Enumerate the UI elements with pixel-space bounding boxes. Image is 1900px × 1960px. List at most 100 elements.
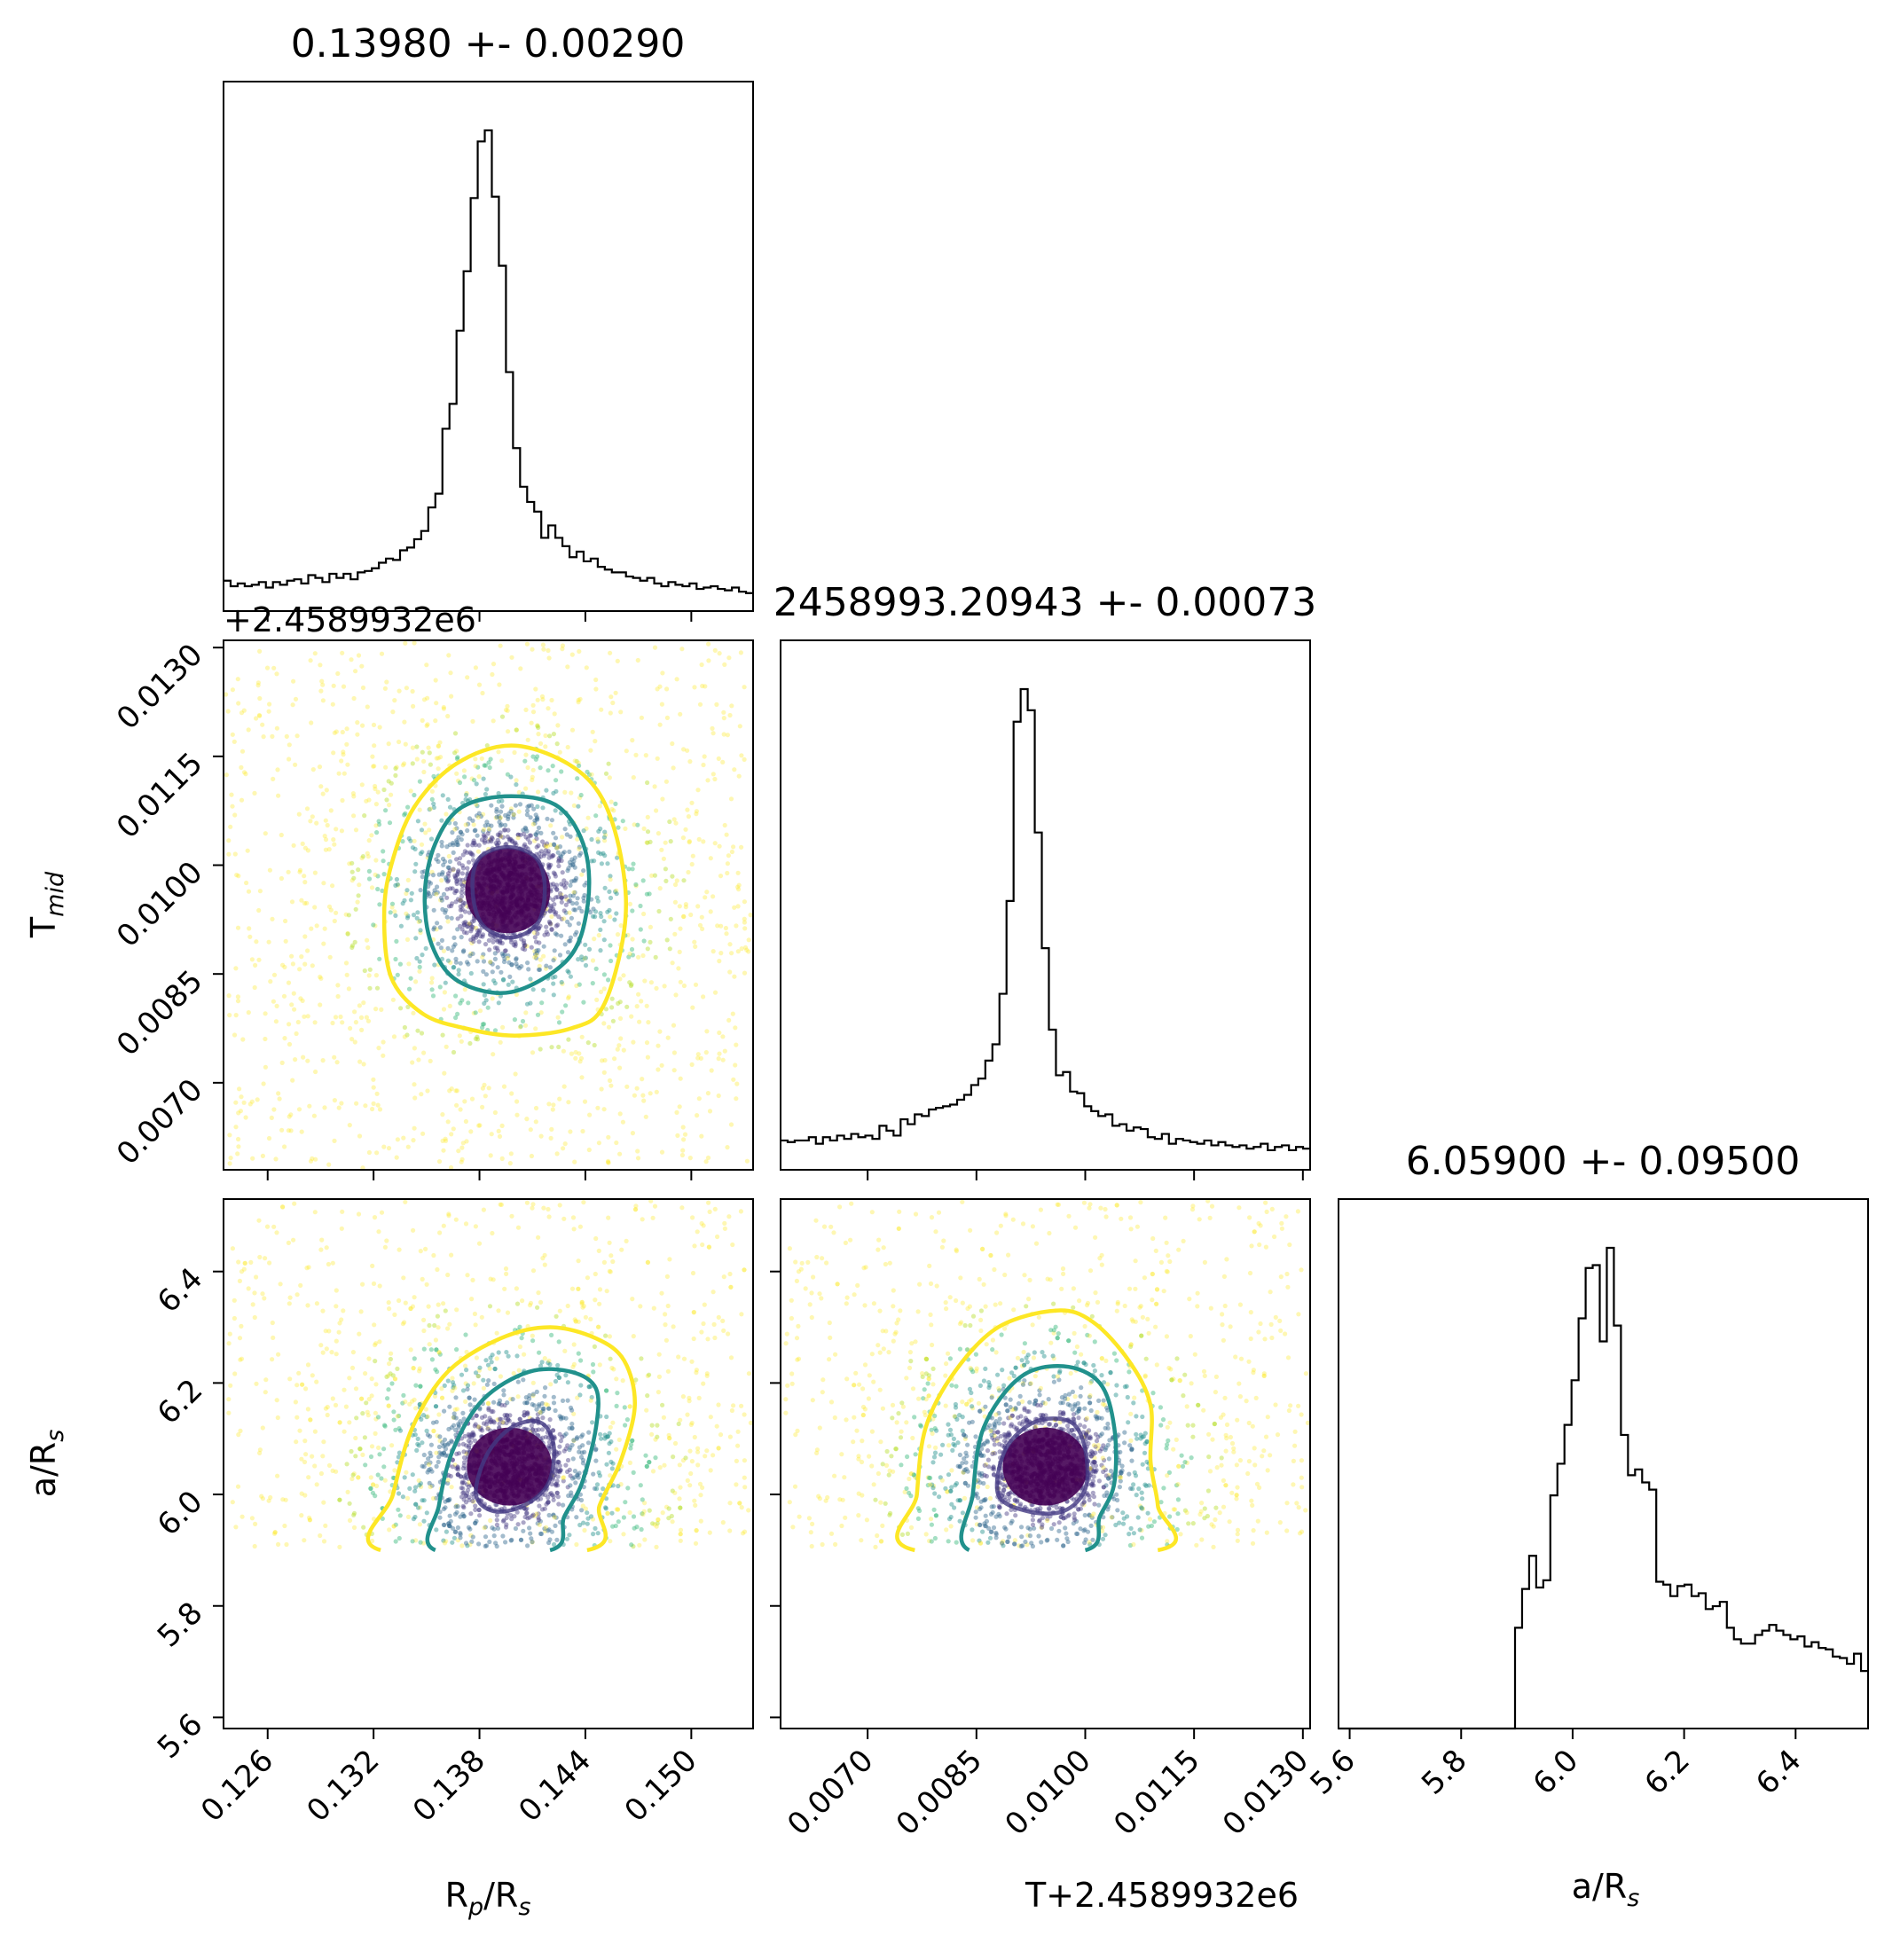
scatter-point bbox=[581, 1200, 586, 1205]
scatter-point bbox=[472, 828, 477, 834]
scatter-point bbox=[468, 951, 474, 956]
scatter-point bbox=[567, 859, 573, 865]
scatter-point bbox=[653, 954, 658, 960]
scatter-point bbox=[608, 1253, 614, 1258]
scatter-point bbox=[576, 697, 581, 703]
scatter-point bbox=[624, 749, 629, 754]
scatter-point bbox=[571, 907, 577, 913]
scatter-point bbox=[588, 1398, 593, 1403]
scatter-point bbox=[514, 961, 519, 967]
scatter-point bbox=[617, 1111, 623, 1117]
scatter-point bbox=[540, 697, 546, 702]
scatter-point bbox=[312, 905, 318, 910]
scatter-point bbox=[360, 723, 365, 728]
scatter-point bbox=[300, 841, 305, 847]
scatter-point bbox=[431, 927, 436, 932]
scatter-point bbox=[605, 1434, 610, 1439]
scatter-point bbox=[471, 1381, 476, 1386]
scatter-point bbox=[606, 1160, 611, 1165]
scatter-point bbox=[466, 1431, 471, 1437]
scatter-point bbox=[257, 889, 263, 894]
scatter-point bbox=[722, 1220, 727, 1226]
scatter-point bbox=[414, 955, 420, 961]
scatter-point bbox=[678, 1532, 683, 1537]
scatter-point bbox=[565, 1469, 570, 1475]
scatter-point bbox=[722, 822, 727, 828]
scatter-point bbox=[334, 729, 339, 734]
scatter-point bbox=[291, 991, 296, 996]
scatter-point bbox=[402, 761, 407, 766]
scatter-point bbox=[297, 869, 302, 874]
scatter-point bbox=[415, 1028, 420, 1033]
scatter-point bbox=[262, 1296, 267, 1301]
scatter-point bbox=[506, 960, 512, 965]
scatter-point bbox=[412, 1082, 417, 1087]
scatter-point bbox=[386, 1387, 391, 1392]
scatter-point bbox=[427, 827, 432, 833]
scatter-point bbox=[345, 931, 350, 937]
scatter-point bbox=[436, 872, 442, 877]
scatter-point bbox=[575, 776, 580, 781]
scatter-point bbox=[451, 866, 456, 872]
scatter-point bbox=[525, 737, 530, 742]
scatter-point bbox=[476, 1123, 482, 1128]
scatter-point bbox=[410, 845, 415, 851]
scatter-point bbox=[659, 1290, 664, 1296]
scatter-point bbox=[651, 1305, 656, 1311]
scatter-point bbox=[412, 1046, 417, 1051]
scatter-point bbox=[460, 1388, 467, 1393]
scatter-point bbox=[574, 1515, 579, 1520]
scatter-point bbox=[716, 1093, 721, 1099]
scatter-point bbox=[549, 1332, 554, 1337]
scatter-point bbox=[490, 1230, 495, 1236]
scatter-point bbox=[444, 914, 450, 920]
scatter-point bbox=[540, 805, 546, 811]
scatter-point bbox=[742, 1412, 747, 1417]
scatter-point bbox=[614, 1376, 619, 1382]
scatter-point bbox=[396, 1491, 402, 1496]
scatter-point bbox=[491, 718, 496, 724]
scatter-point bbox=[393, 1539, 398, 1544]
scatter-point bbox=[398, 1006, 404, 1011]
scatter-point bbox=[459, 863, 466, 868]
scatter-point bbox=[554, 845, 560, 851]
scatter-point bbox=[554, 1490, 560, 1495]
scatter-point bbox=[351, 695, 357, 702]
scatter-point bbox=[403, 741, 408, 747]
scatter-point bbox=[455, 897, 461, 902]
scatter-point bbox=[376, 1229, 381, 1235]
scatter-point bbox=[633, 883, 639, 889]
scatter-point bbox=[266, 1135, 272, 1141]
scatter-point bbox=[691, 1336, 696, 1342]
scatter-point bbox=[327, 954, 333, 960]
scatter-point bbox=[366, 973, 372, 978]
scatter-point bbox=[450, 1540, 455, 1545]
scatter-point bbox=[712, 647, 718, 654]
scatter-point bbox=[576, 760, 581, 765]
scatter-point bbox=[460, 1503, 466, 1509]
scatter-point bbox=[411, 1010, 416, 1015]
scatter-point bbox=[642, 1537, 648, 1542]
scatter-point bbox=[593, 739, 598, 744]
scatter-point bbox=[411, 703, 416, 710]
scatter-point bbox=[356, 867, 361, 873]
scatter-point bbox=[683, 1455, 688, 1461]
scatter-point bbox=[513, 942, 518, 947]
scatter-point bbox=[606, 1158, 611, 1164]
scatter-point bbox=[499, 1402, 505, 1407]
scatter-point bbox=[698, 1493, 703, 1498]
scatter-point bbox=[705, 1337, 711, 1342]
scatter-point bbox=[525, 804, 530, 810]
scatter-point bbox=[583, 942, 588, 947]
scatter-point bbox=[499, 1156, 505, 1161]
scatter-point bbox=[427, 880, 432, 885]
scatter-point bbox=[453, 956, 459, 961]
scatter-point bbox=[514, 957, 519, 962]
scatter-point bbox=[1114, 1383, 1119, 1388]
scatter-point bbox=[364, 1400, 369, 1406]
scatter-point bbox=[526, 804, 532, 809]
scatter-point bbox=[437, 925, 443, 930]
scatter-point bbox=[555, 723, 561, 728]
scatter-point bbox=[556, 863, 561, 869]
scatter-point bbox=[563, 894, 569, 899]
